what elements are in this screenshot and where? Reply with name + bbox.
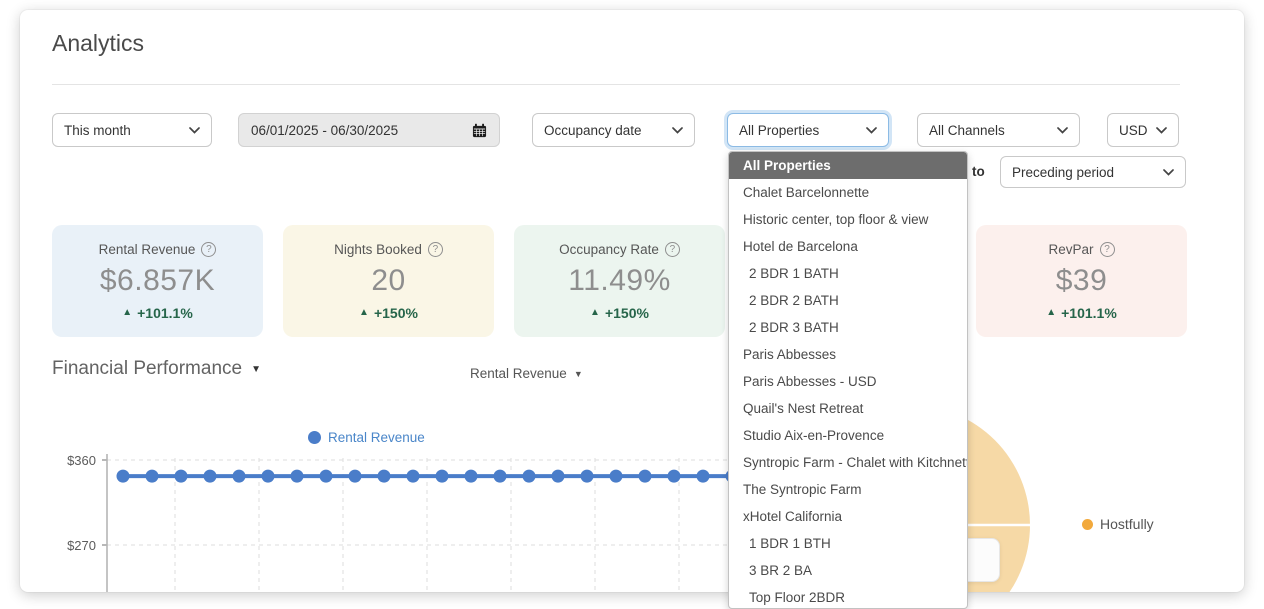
kpi-label: Rental Revenue xyxy=(99,242,196,257)
analytics-panel: Analytics This month 06/01/2025 - 06/30/… xyxy=(20,10,1244,592)
properties-select[interactable]: All Properties xyxy=(727,113,889,147)
calendar-icon[interactable] xyxy=(472,123,487,138)
date-type-select[interactable]: Occupancy date xyxy=(532,113,695,147)
chart-metric-select[interactable]: Rental Revenue ▼ xyxy=(470,366,583,381)
properties-dropdown-panel: All PropertiesChalet BarcelonnetteHistor… xyxy=(728,151,968,609)
kpi-label-row: RevPar? xyxy=(1048,242,1114,257)
compare-period-select[interactable]: Preceding period xyxy=(1000,156,1186,188)
help-icon[interactable]: ? xyxy=(428,242,443,257)
financial-performance-label: Financial Performance xyxy=(52,358,242,380)
property-option[interactable]: 2 BDR 3 BATH xyxy=(729,314,967,341)
property-option[interactable]: Hotel de Barcelona xyxy=(729,233,967,260)
trend-up-icon: ▲ xyxy=(359,307,369,318)
line-chart-legend: Rental Revenue xyxy=(308,430,425,445)
chevron-down-icon xyxy=(866,127,877,134)
property-option[interactable]: Historic center, top floor & view xyxy=(729,206,967,233)
kpi-label-row: Nights Booked? xyxy=(334,242,443,257)
property-option[interactable]: Chalet Barcelonnette xyxy=(729,179,967,206)
property-option[interactable]: Paris Abbesses xyxy=(729,341,967,368)
currency-select-value: USD xyxy=(1119,123,1148,138)
period-select[interactable]: This month xyxy=(52,113,212,147)
help-icon[interactable]: ? xyxy=(201,242,216,257)
kpi-label: Occupancy Rate xyxy=(559,242,659,257)
legend-label: Rental Revenue xyxy=(328,430,425,445)
property-option[interactable]: 2 BDR 1 BATH xyxy=(729,260,967,287)
property-option[interactable]: xHotel California xyxy=(729,503,967,530)
property-option[interactable]: Syntropic Farm - Chalet with Kitchnette xyxy=(729,449,967,476)
kpi-label: RevPar xyxy=(1048,242,1093,257)
kpi-delta: ▲ +150% xyxy=(590,305,649,321)
legend-dot-icon xyxy=(308,431,321,444)
kpi-delta-value: +101.1% xyxy=(137,305,193,321)
period-select-value: This month xyxy=(64,123,131,138)
chevron-down-icon xyxy=(1163,169,1174,176)
caret-down-icon: ▼ xyxy=(251,364,261,375)
property-option[interactable]: 1 BDR 1 BTH xyxy=(729,530,967,557)
chart-metric-value: Rental Revenue xyxy=(470,366,567,381)
property-option[interactable]: Top Floor 2BDR xyxy=(729,584,967,609)
trend-up-icon: ▲ xyxy=(122,307,132,318)
kpi-delta-value: +101.1% xyxy=(1061,305,1117,321)
kpi-value: 11.49% xyxy=(568,264,671,298)
properties-select-value: All Properties xyxy=(739,123,819,138)
chevron-down-icon xyxy=(672,127,683,134)
kpi-delta: ▲ +150% xyxy=(359,305,418,321)
property-option[interactable]: Studio Aix-en-Provence xyxy=(729,422,967,449)
caret-down-icon: ▼ xyxy=(574,369,583,379)
pie-legend: Hostfully xyxy=(1082,516,1154,532)
kpi-delta-value: +150% xyxy=(605,305,649,321)
channels-select-value: All Channels xyxy=(929,123,1005,138)
kpi-delta: ▲ +101.1% xyxy=(1046,305,1117,321)
property-option[interactable]: Quail's Nest Retreat xyxy=(729,395,967,422)
help-icon[interactable]: ? xyxy=(665,242,680,257)
channels-select[interactable]: All Channels xyxy=(917,113,1080,147)
kpi-value: $39 xyxy=(1056,264,1108,298)
date-range-input[interactable]: 06/01/2025 - 06/30/2025 xyxy=(238,113,500,147)
compare-period-select-value: Preceding period xyxy=(1012,165,1114,180)
kpi-value: 20 xyxy=(371,264,405,298)
kpi-value: $6.857K xyxy=(100,264,215,298)
property-option[interactable]: 3 BR 2 BA xyxy=(729,557,967,584)
chevron-down-icon xyxy=(189,127,200,134)
property-option[interactable]: 2 BDR 2 BATH xyxy=(729,287,967,314)
kpi-label-row: Occupancy Rate? xyxy=(559,242,680,257)
trend-up-icon: ▲ xyxy=(1046,307,1056,318)
date-range-value: 06/01/2025 - 06/30/2025 xyxy=(251,123,398,138)
page-title: Analytics xyxy=(52,30,144,57)
pie-legend-label: Hostfully xyxy=(1100,516,1154,532)
divider xyxy=(52,84,1180,85)
kpi-delta: ▲ +101.1% xyxy=(122,305,193,321)
kpi-label: Nights Booked xyxy=(334,242,422,257)
currency-select[interactable]: USD xyxy=(1107,113,1179,147)
kpi-delta-value: +150% xyxy=(374,305,418,321)
legend-dot-icon xyxy=(1082,519,1093,530)
kpi-card-rental-revenue: Rental Revenue? $6.857K ▲ +101.1% xyxy=(52,225,263,337)
chevron-down-icon xyxy=(1057,127,1068,134)
kpi-card-nights-booked: Nights Booked? 20▲ +150% xyxy=(283,225,494,337)
kpi-label-row: Rental Revenue? xyxy=(99,242,217,257)
property-option[interactable]: Paris Abbesses - USD xyxy=(729,368,967,395)
trend-up-icon: ▲ xyxy=(590,307,600,318)
kpi-card-revpar: RevPar? $39▲ +101.1% xyxy=(976,225,1187,337)
help-icon[interactable]: ? xyxy=(1100,242,1115,257)
date-type-select-value: Occupancy date xyxy=(544,123,642,138)
kpi-card-occupancy-rate: Occupancy Rate? 11.49% ▲ +150% xyxy=(514,225,725,337)
chevron-down-icon xyxy=(1156,127,1167,134)
financial-performance-title[interactable]: Financial Performance ▼ xyxy=(52,358,261,380)
property-option[interactable]: All Properties xyxy=(729,152,967,179)
property-option[interactable]: The Syntropic Farm xyxy=(729,476,967,503)
compare-to-label: to xyxy=(972,156,985,188)
